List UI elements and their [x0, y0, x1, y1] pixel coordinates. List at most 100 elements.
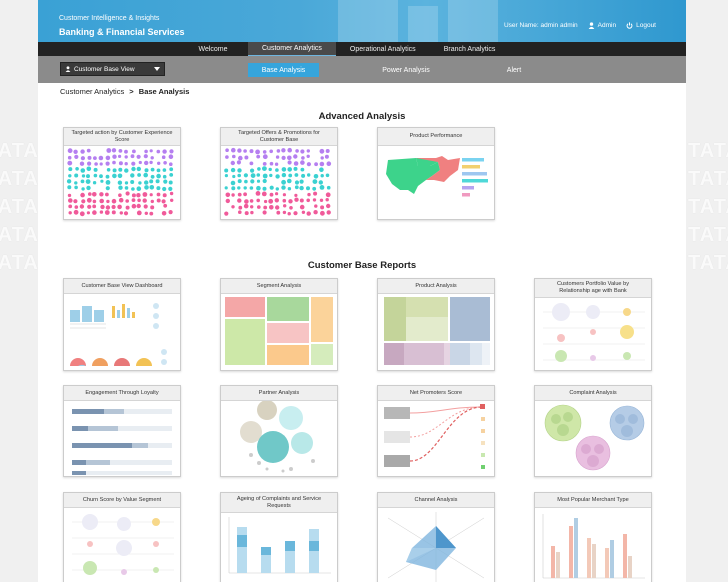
dot-mark	[293, 161, 299, 166]
dot-mark	[262, 166, 267, 171]
dot-mark	[244, 155, 249, 160]
dot-mark	[125, 191, 130, 196]
card-title: Ageing of Complaints and Service Request…	[221, 493, 337, 513]
dot-mark	[123, 211, 129, 216]
dot-mark	[326, 203, 331, 209]
dot-mark	[111, 198, 117, 204]
dot-mark	[105, 174, 110, 179]
card-targeted-action[interactable]: Targeted action by Customer Experience S…	[63, 127, 181, 220]
dot-mark	[301, 210, 306, 214]
dot-mark	[281, 179, 286, 185]
dot-mark	[294, 173, 299, 177]
dot-mark	[149, 179, 154, 184]
dot-mark	[294, 197, 299, 202]
card-partner-analysis[interactable]: Partner Analysis	[220, 385, 338, 477]
dot-mark	[230, 167, 236, 173]
dot-mark	[88, 192, 92, 196]
banner-texture	[338, 0, 498, 42]
card-targeted-offers[interactable]: Targeted Offers & Promotions for Custome…	[220, 127, 338, 220]
dot-mark	[155, 179, 160, 184]
card-popular-merchant[interactable]: Most Popular Merchant Type	[534, 492, 652, 582]
dot-mark	[237, 173, 241, 178]
dot-mark	[282, 210, 287, 215]
dot-mark	[86, 197, 92, 203]
dot-mark	[281, 185, 286, 190]
tab-branch-analytics[interactable]: Branch Analytics	[443, 45, 496, 53]
card-product-analysis[interactable]: Product Analysis	[377, 278, 495, 371]
dot-mark	[118, 161, 123, 166]
dot-mark	[105, 186, 110, 191]
card-churn-score[interactable]: Churn Score by Value Segment	[63, 492, 181, 582]
admin-link[interactable]: Admin	[588, 22, 616, 29]
tab-customer-analytics[interactable]: Customer Analytics	[248, 42, 336, 56]
dot-mark	[269, 205, 274, 210]
dot-mark	[314, 162, 318, 167]
dot-mark	[255, 149, 260, 155]
dot-mark	[326, 210, 331, 215]
dot-mark	[287, 155, 292, 161]
tab-welcome[interactable]: Welcome	[198, 45, 228, 53]
card-segment-analysis[interactable]: Segment Analysis	[220, 278, 338, 371]
subtab-power-analysis[interactable]: Power Analysis	[382, 66, 430, 74]
dot-mark	[112, 154, 117, 159]
logout-link[interactable]: Logout	[626, 22, 656, 29]
dot-mark	[118, 197, 124, 203]
dot-mark	[274, 198, 279, 203]
dot-mark	[256, 154, 261, 159]
dot-mark	[168, 210, 173, 215]
us-map-thumbnail	[386, 156, 488, 197]
card-complaint-analysis[interactable]: Complaint Analysis	[534, 385, 652, 477]
dot-mark	[74, 154, 79, 159]
tab-operational-analytics[interactable]: Operational Analytics	[349, 45, 416, 53]
dot-mark	[276, 149, 281, 153]
stacked-bar-thumbnail	[228, 517, 331, 574]
dot-mark	[257, 167, 261, 171]
dot-mark	[294, 180, 300, 185]
breadcrumb-parent[interactable]: Customer Analytics	[60, 87, 125, 96]
card-channel-analysis[interactable]: Channel Analysis	[377, 492, 495, 582]
dot-mark	[281, 172, 287, 178]
dot-mark	[106, 168, 111, 172]
card-product-performance[interactable]: Product Performance	[377, 127, 495, 220]
dot-mark	[231, 205, 235, 209]
dot-mark	[289, 206, 293, 210]
card-engagement-loyalty[interactable]: Engagement Through Loyalty	[63, 385, 181, 477]
dot-mark	[119, 211, 123, 215]
subtab-base-analysis[interactable]: Base Analysis	[248, 63, 319, 77]
dot-mark	[98, 155, 104, 161]
card-portfolio-value[interactable]: Customers Portfolio Value by Relationshi…	[534, 278, 652, 371]
dot-mark	[225, 192, 231, 198]
dot-mark	[318, 180, 323, 185]
dot-mark	[225, 148, 229, 152]
dot-mark	[85, 179, 91, 184]
dot-mark	[99, 174, 103, 179]
dot-mark	[87, 155, 92, 160]
dot-mark	[288, 199, 293, 204]
dot-mark	[299, 198, 304, 203]
dot-mark	[137, 198, 141, 203]
card-net-promoters-score[interactable]: Net Promoters Score	[377, 385, 495, 477]
dot-mark	[124, 155, 128, 159]
dot-mark	[275, 155, 280, 159]
dot-mark	[68, 204, 73, 209]
bubble-cluster-thumbnail	[240, 401, 315, 473]
dot-mark	[269, 192, 274, 197]
dot-mark	[67, 155, 72, 160]
card-title: Engagement Through Loyalty	[64, 386, 180, 401]
dot-mark	[124, 149, 128, 154]
dot-mark	[287, 178, 292, 184]
dot-mark	[142, 198, 147, 203]
dot-mark	[131, 198, 136, 202]
dot-mark	[86, 148, 91, 153]
dot-mark	[112, 160, 116, 165]
view-select[interactable]: Customer Base View	[60, 62, 165, 76]
dot-mark	[320, 174, 324, 178]
dot-mark	[326, 161, 332, 166]
radar-thumbnail	[387, 512, 485, 582]
card-ageing-complaints[interactable]: Ageing of Complaints and Service Request…	[220, 492, 338, 582]
card-customer-base-view-dashboard[interactable]: Customer Base View Dashboard	[63, 278, 181, 371]
dot-mark	[320, 210, 325, 216]
subtab-alert[interactable]: Alert	[506, 66, 522, 74]
dot-mark	[300, 149, 305, 154]
